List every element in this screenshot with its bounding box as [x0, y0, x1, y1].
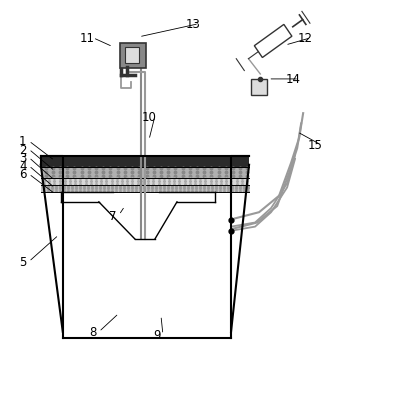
Text: 11: 11 [79, 32, 94, 45]
Text: 1: 1 [19, 135, 26, 148]
Text: 9: 9 [153, 328, 160, 342]
Bar [41, 178, 249, 186]
FancyBboxPatch shape [119, 44, 146, 69]
Text: 2: 2 [19, 143, 26, 156]
Bar [41, 167, 249, 178]
Text: 14: 14 [285, 73, 300, 86]
Text: 6: 6 [19, 168, 26, 181]
Bar [251, 80, 266, 95]
Bar [41, 186, 249, 192]
Bar [125, 48, 139, 64]
Text: 8: 8 [89, 325, 96, 339]
Text: 10: 10 [141, 110, 156, 123]
Text: 12: 12 [297, 32, 312, 45]
Text: 7: 7 [109, 209, 116, 222]
Text: 13: 13 [185, 18, 200, 31]
Text: 5: 5 [19, 256, 26, 268]
Text: 3: 3 [19, 152, 26, 164]
Text: 15: 15 [307, 139, 322, 152]
Bar [41, 157, 249, 167]
Text: 4: 4 [19, 160, 26, 173]
